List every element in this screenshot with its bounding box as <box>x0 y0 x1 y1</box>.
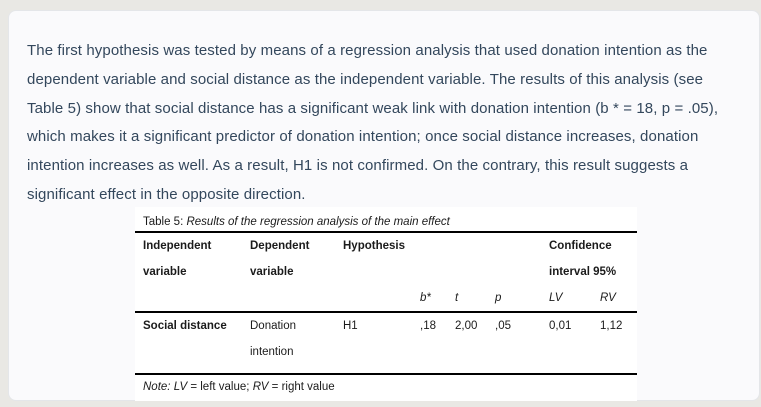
cell-dependent-line1: Donation <box>250 320 297 332</box>
cell-t: 2,00 <box>455 312 495 375</box>
header-confidence-line2: interval 95% <box>549 266 617 278</box>
header-confidence-line1: Confidence <box>549 240 612 252</box>
cell-hypothesis: H1 <box>343 312 420 375</box>
subheader-t: t <box>455 285 495 313</box>
table-note: Note: LV = left value; RV = right value <box>135 375 637 401</box>
header-independent-line2: variable <box>143 266 187 278</box>
subheader-spacer-1 <box>135 285 250 313</box>
cell-independent: Social distance <box>135 312 250 375</box>
header-spacer-3 <box>495 232 549 285</box>
note-rv-abbr: RV <box>252 381 269 393</box>
header-spacer-2 <box>455 232 495 285</box>
cell-lv: 0,01 <box>549 312 600 375</box>
table-header-row: Independent variable Dependent variable … <box>135 232 637 285</box>
header-independent-variable: Independent variable <box>135 232 250 285</box>
header-spacer-1 <box>420 232 455 285</box>
header-dependent-line2: variable <box>250 266 294 278</box>
table-caption-label: Table 5: <box>143 216 184 228</box>
header-hypothesis: Hypothesis <box>343 232 420 285</box>
table-row: Social distance Donation intention H1 ,1… <box>135 312 637 375</box>
header-confidence-interval: Confidence interval 95% <box>549 232 637 285</box>
subheader-beta: b* <box>420 285 455 313</box>
subheader-lv: LV <box>549 285 600 313</box>
table-caption-title: Results of the regression analysis of th… <box>186 216 450 228</box>
subheader-p: p <box>495 285 549 313</box>
subheader-rv: RV <box>600 285 637 313</box>
table-subheader-row: b* t p LV RV <box>135 285 637 313</box>
note-label: Note: <box>143 381 171 393</box>
cell-beta: ,18 <box>420 312 455 375</box>
cell-dependent: Donation intention <box>250 312 343 375</box>
regression-table: Independent variable Dependent variable … <box>135 231 637 375</box>
header-dependent-variable: Dependent variable <box>250 232 343 285</box>
subheader-spacer-3 <box>343 285 420 313</box>
cell-rv: 1,12 <box>600 312 637 375</box>
header-independent-line1: Independent <box>143 240 212 252</box>
note-lv-definition: = left value; <box>190 381 250 393</box>
note-rv-definition: = right value <box>271 381 335 393</box>
cell-dependent-line2: intention <box>250 346 294 358</box>
regression-table-block: Table 5: Results of the regression analy… <box>135 207 637 401</box>
note-lv-abbr: LV <box>173 381 188 393</box>
header-hypothesis-line1: Hypothesis <box>343 240 405 252</box>
header-dependent-line1: Dependent <box>250 240 310 252</box>
subheader-spacer-2 <box>250 285 343 313</box>
table-caption: Table 5: Results of the regression analy… <box>135 207 637 231</box>
hypothesis-paragraph: The first hypothesis was tested by means… <box>27 42 719 203</box>
cell-p: ,05 <box>495 312 549 375</box>
